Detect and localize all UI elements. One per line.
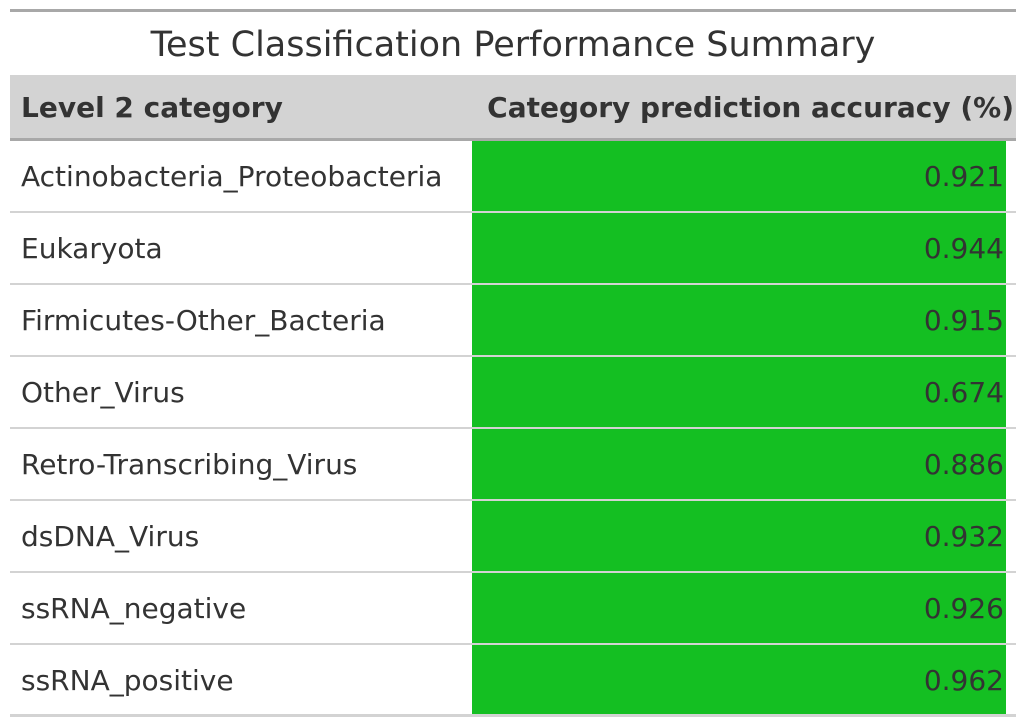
column-header-accuracy: Category prediction accuracy (%) [487, 91, 1014, 124]
accuracy-cell: 0.944 [472, 213, 1006, 283]
accuracy-cell: 0.932 [472, 501, 1006, 571]
table-row: Retro-Transcribing_Virus 0.886 [10, 429, 1016, 501]
table-row: dsDNA_Virus 0.932 [10, 501, 1016, 573]
summary-table: Test Classification Performance Summary … [10, 9, 1016, 717]
category-cell: Other_Virus [21, 376, 185, 409]
category-cell: ssRNA_positive [21, 664, 234, 697]
table-title: Test Classification Performance Summary [150, 25, 876, 65]
top-rule [10, 9, 1016, 12]
accuracy-cell: 0.915 [472, 285, 1006, 355]
table-row: ssRNA_negative 0.926 [10, 573, 1016, 645]
category-cell: Retro-Transcribing_Virus [21, 448, 358, 481]
table-row: ssRNA_positive 0.962 [10, 645, 1016, 717]
category-cell: Firmicutes-Other_Bacteria [21, 304, 386, 337]
column-header-category: Level 2 category [21, 91, 283, 124]
accuracy-cell: 0.921 [472, 141, 1006, 211]
accuracy-cell: 0.674 [472, 357, 1006, 427]
accuracy-cell: 0.962 [472, 645, 1006, 714]
category-cell: Actinobacteria_Proteobacteria [21, 160, 443, 193]
table-row: Actinobacteria_Proteobacteria 0.921 [10, 141, 1016, 213]
table-row: Eukaryota 0.944 [10, 213, 1016, 285]
category-cell: ssRNA_negative [21, 592, 247, 625]
accuracy-cell: 0.886 [472, 429, 1006, 499]
table-body: Actinobacteria_Proteobacteria 0.921 Eukary… [10, 141, 1016, 717]
accuracy-cell: 0.926 [472, 573, 1006, 643]
table-row: Other_Virus 0.674 [10, 357, 1016, 429]
table-header: Level 2 category Category prediction acc… [10, 75, 1016, 141]
category-cell: dsDNA_Virus [21, 520, 200, 553]
category-cell: Eukaryota [21, 232, 163, 265]
table-row: Firmicutes-Other_Bacteria 0.915 [10, 285, 1016, 357]
